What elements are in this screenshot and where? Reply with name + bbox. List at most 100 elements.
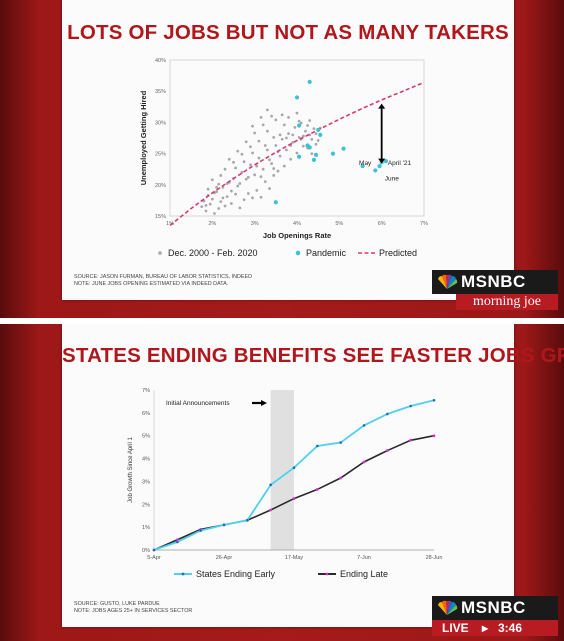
historical-point — [251, 151, 254, 155]
historical-point — [270, 162, 273, 165]
historical-point — [297, 135, 301, 139]
chart-sheet: STATES ENDING BENEFITS SEE FASTER JOBS G… — [62, 324, 564, 627]
source-note: SOURCE: JASON FURMAN, BUREAU OF LABOR ST… — [74, 274, 252, 288]
late-series-point — [339, 476, 343, 480]
y-tick-label: 5% — [142, 434, 150, 440]
historical-point — [287, 132, 290, 136]
historical-point — [223, 204, 227, 208]
historical-point — [253, 131, 257, 135]
historical-point — [200, 205, 204, 209]
historical-point — [257, 139, 261, 143]
network-name: MSNBC — [461, 272, 526, 291]
peacock-icon — [438, 274, 458, 289]
announcement-shade — [270, 390, 294, 550]
pandemic-point — [316, 127, 321, 132]
y-tick-label: 20% — [155, 183, 166, 189]
historical-point — [257, 156, 261, 160]
historical-point — [204, 209, 208, 213]
legend-predicted-label: Predicted — [379, 248, 417, 258]
historical-point — [316, 139, 320, 142]
x-tick-label: 28-Jun — [426, 555, 443, 561]
legend-late-dot — [325, 572, 329, 576]
legend-historical-label: Dec. 2000 - Feb. 2020 — [168, 248, 258, 258]
line-panel: STATES ENDING BENEFITS SEE FASTER JOBS G… — [0, 324, 564, 641]
historical-point — [255, 189, 259, 192]
pandemic-point — [294, 95, 300, 100]
early-series-point — [339, 441, 342, 444]
live-label: LIVE — [442, 621, 469, 635]
historical-point — [274, 144, 278, 147]
historical-point — [301, 144, 305, 148]
y-tick-label: 3% — [142, 479, 150, 485]
historical-point — [215, 190, 218, 194]
historical-point — [219, 200, 223, 204]
historical-point — [287, 116, 290, 119]
late-series-point — [362, 460, 366, 464]
historical-point — [268, 158, 271, 162]
annotation-may: May — [359, 160, 372, 167]
historical-point — [263, 180, 267, 184]
predicted-line — [169, 81, 425, 226]
historical-point — [261, 167, 265, 171]
y-tick-label: 35% — [155, 89, 166, 95]
pandemic-point — [383, 158, 388, 164]
late-series-point — [432, 434, 436, 438]
historical-point — [308, 133, 312, 137]
historical-point — [272, 167, 276, 170]
historical-point — [208, 202, 212, 206]
historical-point — [265, 108, 269, 112]
x-tick-label: 6% — [378, 221, 386, 227]
network-name: MSNBC — [461, 598, 526, 617]
historical-point — [251, 196, 254, 200]
early-series-point — [269, 483, 272, 487]
panel-title: LOTS OF JOBS BUT NOT AS MANY TAKERS — [67, 21, 509, 44]
historical-point — [293, 125, 297, 129]
y-tick-label: 0% — [142, 548, 150, 554]
y-tick-label: 25% — [155, 152, 166, 158]
historical-point — [223, 167, 227, 171]
historical-point — [314, 132, 318, 136]
historical-point — [261, 123, 265, 127]
historical-point — [249, 145, 252, 149]
y-tick-label: 6% — [142, 411, 150, 417]
historical-point — [238, 182, 242, 185]
y-axis-label: Unemployed Getting Hired — [139, 90, 148, 185]
historical-point — [312, 127, 316, 131]
source-line: SOURCE: GUSTO, LUKE PARDUE — [74, 601, 160, 607]
historical-point — [272, 174, 276, 177]
historical-point — [282, 123, 286, 127]
historical-point — [304, 129, 307, 133]
plot-frame — [169, 59, 425, 217]
historical-point — [217, 182, 221, 186]
historical-point — [291, 133, 295, 137]
early-series-point — [292, 466, 296, 470]
historical-point — [282, 164, 286, 168]
x-tick-label: 1% — [166, 221, 174, 227]
x-tick-label: 26-Apr — [216, 555, 233, 561]
pandemic-point — [360, 163, 365, 169]
late-series-point — [292, 497, 296, 500]
source-line: SOURCE: JASON FURMAN, BUREAU OF LABOR ST… — [74, 274, 253, 280]
y-tick-label: 7% — [142, 388, 150, 394]
y-axis-label: Job Growth Since April 1 — [128, 436, 134, 502]
historical-point — [310, 137, 314, 141]
legend-pandemic-label: Pandemic — [306, 248, 347, 258]
historical-point — [236, 149, 240, 153]
peacock-icon — [438, 600, 458, 615]
x-tick-label: 4% — [293, 221, 301, 227]
x-tick-label: 2% — [208, 221, 216, 227]
historical-point — [314, 142, 318, 146]
historical-point — [210, 178, 214, 182]
historical-point — [236, 184, 240, 188]
historical-point — [295, 151, 299, 155]
early-series-point — [152, 548, 156, 552]
historical-point — [278, 133, 282, 137]
historical-point — [240, 152, 244, 156]
late-series-point — [385, 449, 389, 452]
network-logo: MSNBC — [432, 270, 558, 294]
historical-point — [259, 116, 263, 119]
early-series-point — [199, 529, 202, 532]
historical-point — [255, 164, 259, 168]
historical-point — [276, 169, 280, 173]
gap-arrow-head-bottom — [378, 158, 386, 164]
